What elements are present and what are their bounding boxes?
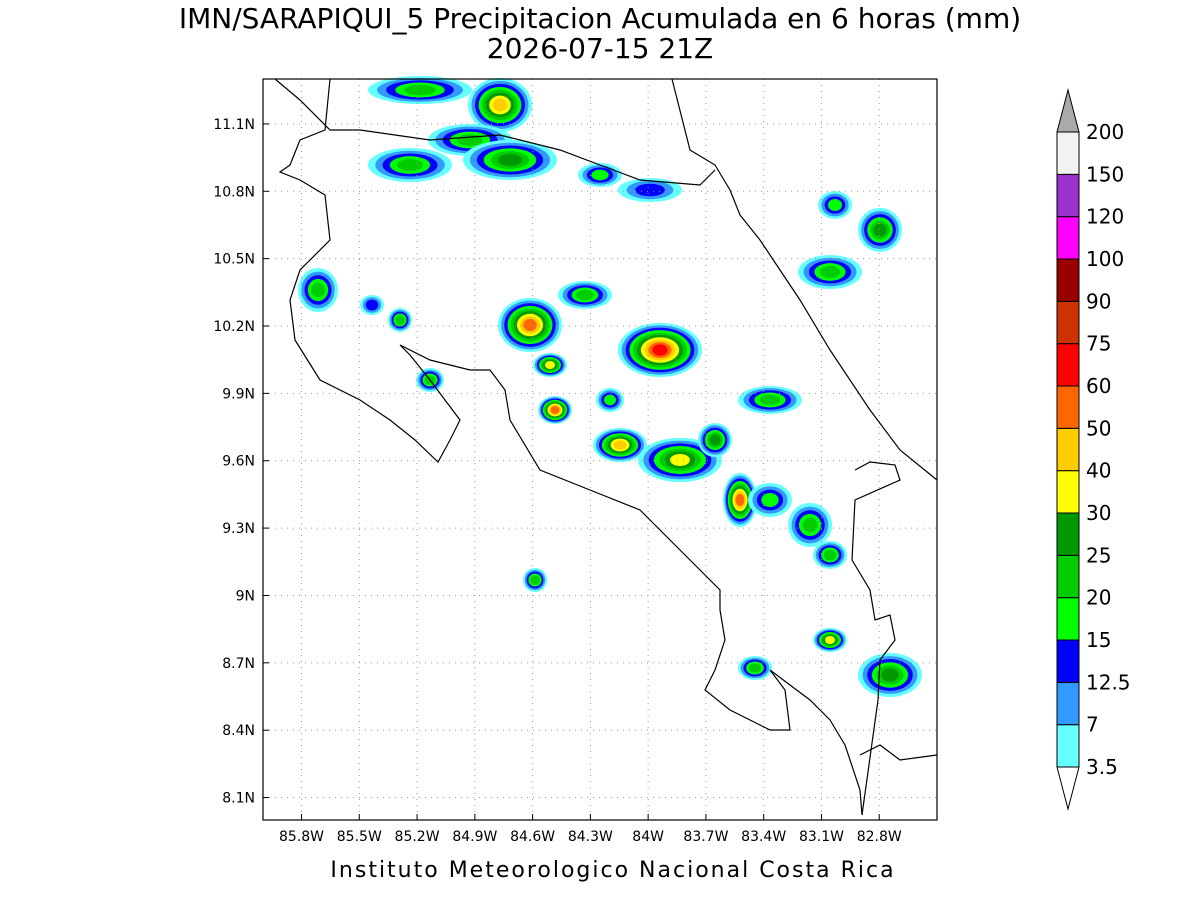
colorbar-label: 100: [1086, 247, 1124, 271]
colorbar-segment: [1056, 639, 1080, 683]
colorbar-under: [1056, 766, 1080, 811]
precip-contour: [591, 169, 609, 181]
title: IMN/SARAPIQUI_5 Precipitacion Acumulada …: [179, 2, 1021, 35]
colorbar-segment: [1056, 343, 1080, 387]
precip-contour: [311, 282, 325, 298]
colorbar-label: 60: [1086, 374, 1111, 398]
precip-contour: [670, 454, 690, 466]
y-tick-label: 11.1N: [213, 117, 255, 133]
precip-contour: [819, 265, 841, 279]
x-tick-label: 85.2W: [395, 829, 440, 845]
precip-contour: [652, 344, 668, 356]
colorbar-label: 3.5: [1086, 755, 1118, 779]
precip-contour: [823, 549, 837, 561]
y-tick-label: 10.5N: [213, 252, 255, 268]
precip-contour: [881, 668, 899, 682]
y-tick-label: 8.1N: [222, 791, 255, 807]
x-tick-label: 82.8W: [857, 829, 902, 845]
colorbar-label: 90: [1086, 289, 1111, 313]
colorbar-segment: [1056, 258, 1080, 302]
precip-contour: [404, 84, 436, 96]
x-tick-label: 83.4W: [741, 829, 786, 845]
precip-contour: [604, 394, 616, 406]
precip-contour: [735, 494, 745, 506]
colorbar-label: 20: [1086, 586, 1111, 610]
colorbar-label: 150: [1086, 162, 1124, 186]
y-tick-label: 10.8N: [213, 184, 255, 200]
coastline: [274, 78, 938, 816]
colorbar-label: 15: [1086, 628, 1111, 652]
colorbar-label: 40: [1086, 459, 1111, 483]
colorbar-segment: [1056, 470, 1080, 514]
footer: Instituto Meteorologico Nacional Costa R…: [330, 858, 895, 883]
precip-contour: [613, 440, 627, 450]
precip-contour: [802, 517, 818, 533]
precip-contour: [550, 406, 560, 414]
colorbar-label: 7: [1086, 713, 1099, 737]
y-tick-label: 9.3N: [222, 521, 255, 537]
y-tick-label: 10.2N: [213, 319, 255, 335]
colorbar-segment: [1056, 681, 1080, 726]
colorbar-segment: [1056, 597, 1080, 641]
colorbar-segment: [1056, 512, 1080, 556]
precip-contour: [365, 299, 379, 311]
panama-coast: [859, 744, 938, 761]
colorbar-segment: [1056, 216, 1080, 260]
x-tick-label: 84W: [632, 829, 664, 845]
caribbean-coast: [671, 78, 938, 481]
colorbar-segment: [1056, 427, 1080, 472]
plot-frame: [262, 78, 938, 821]
x-tick-label: 83.1W: [799, 829, 844, 845]
border-south: [851, 461, 901, 816]
colorbar-segment: [1056, 385, 1080, 429]
colorbar: 3.5 7 12.5 15 20 25 30 40 50 60 75 90 100 120 150 200: [1056, 88, 1131, 811]
precip-contour: [497, 153, 523, 167]
colorbar-label: 12.5: [1086, 670, 1131, 694]
precip-field: [298, 76, 922, 697]
precip-contour: [748, 663, 762, 673]
pacific-coast: [278, 78, 863, 816]
colorbar-label: 120: [1086, 205, 1124, 229]
y-tick-label: 9.9N: [222, 386, 255, 402]
colorbar-over: [1056, 88, 1080, 133]
colorbar-segment: [1056, 131, 1080, 175]
colorbar-segment: [1056, 554, 1080, 599]
x-tick-label: 84.9W: [452, 829, 497, 845]
precip-contour: [709, 434, 721, 446]
y-tick-label: 9N: [236, 588, 255, 604]
precip-contour: [873, 223, 887, 237]
y-tick-label: 8.4N: [222, 723, 255, 739]
precip-contour: [635, 183, 665, 197]
precip-contour: [530, 575, 540, 585]
x-tick-label: 84.3W: [568, 829, 613, 845]
precip-contour: [828, 199, 842, 211]
grid: 85.8W 85.5W 85.2W 84.9W 84.6W 84.3W 84W 83.7W 83…: [213, 79, 937, 845]
x-tick-label: 84.6W: [510, 829, 555, 845]
precip-contour: [395, 315, 405, 325]
precip-contour: [397, 158, 423, 172]
subtitle: 2026-07-15 21Z: [487, 32, 713, 65]
precip-contour: [761, 493, 779, 507]
x-tick-label: 83.7W: [683, 829, 728, 845]
precip-contour: [576, 289, 594, 301]
border-north: [274, 78, 716, 186]
colorbar-label: 200: [1086, 120, 1124, 144]
precip-contour: [545, 361, 555, 369]
colorbar-segment: [1056, 173, 1080, 218]
precip-contour: [825, 636, 835, 644]
y-tick-label: 8.7N: [222, 656, 255, 672]
precip-contour: [492, 98, 508, 112]
x-tick-label: 85.5W: [337, 829, 382, 845]
colorbar-segment: [1056, 300, 1080, 345]
colorbar-label: 30: [1086, 501, 1111, 525]
colorbar-label: 25: [1086, 543, 1111, 567]
colorbar-label: 50: [1086, 416, 1111, 440]
y-tick-label: 9.6N: [222, 454, 255, 470]
x-tick-label: 85.8W: [279, 829, 324, 845]
precip-contour: [759, 394, 781, 406]
colorbar-label: 75: [1086, 332, 1111, 356]
precip-contour: [523, 319, 537, 331]
colorbar-segment: [1056, 724, 1080, 768]
